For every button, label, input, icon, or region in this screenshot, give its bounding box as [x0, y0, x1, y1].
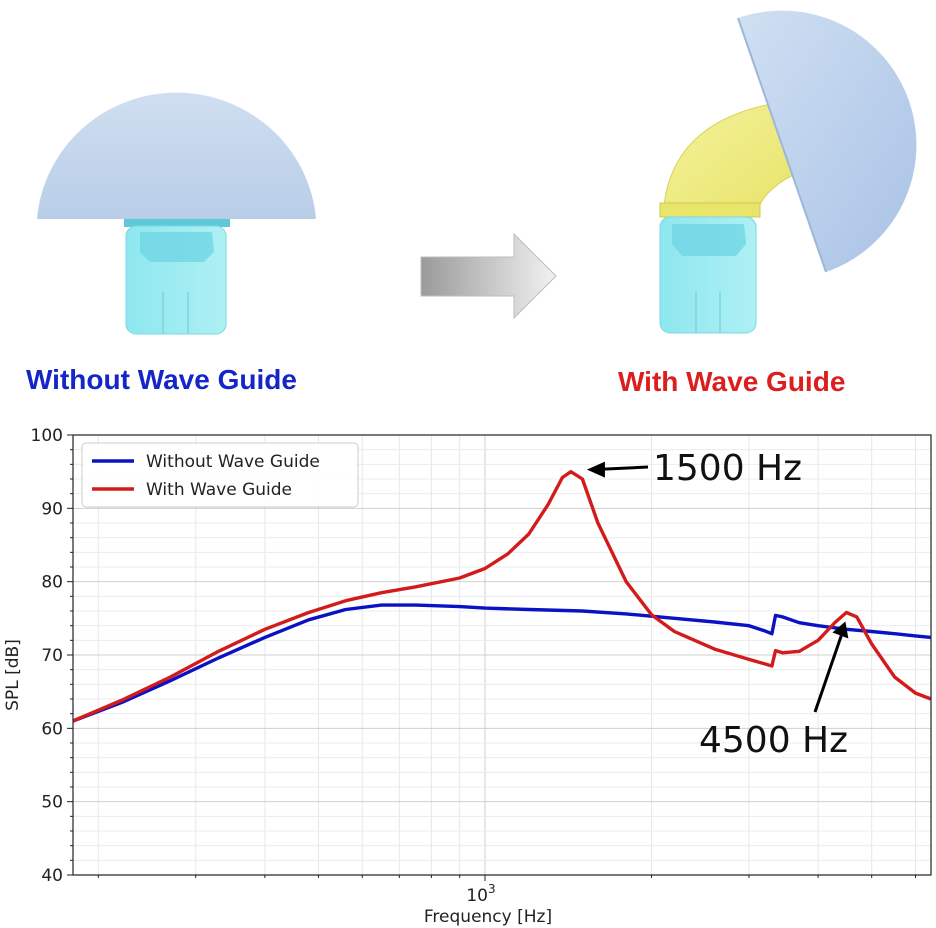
chart-grid	[73, 434, 931, 876]
x-axis-label: Frequency [Hz]	[424, 907, 552, 927]
y-tick-label: 40	[41, 866, 63, 886]
driver-inner	[140, 232, 214, 262]
legend-label: With Wave Guide	[146, 480, 292, 500]
annotation-arrow-line	[813, 631, 844, 713]
dome-face	[737, 17, 827, 273]
tilted-dome-shape	[738, 10, 917, 272]
series-line-without-wave-guide	[72, 603, 932, 723]
chart-annotations: 1500 Hz 4500 Hz	[586, 448, 849, 761]
x-tick-label: 103	[466, 882, 495, 906]
chart-ticks: 40 50 60 70 80 90 100 103	[31, 426, 916, 906]
annotation-arrowhead	[832, 621, 849, 639]
series-line-with-wave-guide	[72, 470, 932, 723]
y-tick-label: 90	[41, 499, 63, 519]
speaker-without-wave-guide	[37, 92, 316, 335]
y-tick-label: 70	[41, 646, 63, 666]
y-tick-label: 80	[41, 573, 63, 593]
spl-chart: Frequency [Hz] SPL [dB] 40 50 60 70 80 90 100 10…	[3, 426, 932, 927]
chart-legend: Without Wave Guide With Wave Guide	[81, 442, 359, 508]
annotation-arrowhead	[586, 461, 605, 478]
legend-label: Without Wave Guide	[146, 452, 320, 472]
chart-series	[72, 470, 932, 723]
y-tick-label: 50	[41, 793, 63, 813]
annotation-label-1500hz: 1500 Hz	[653, 448, 802, 489]
legend-box	[81, 442, 359, 508]
driver-inner	[672, 224, 746, 256]
y-axis-label: SPL [dB]	[3, 639, 23, 711]
caption-with-wave-guide: With Wave Guide	[618, 366, 846, 397]
chart-axes: Frequency [Hz] SPL [dB]	[3, 434, 932, 927]
annotation-label-4500hz: 4500 Hz	[699, 720, 848, 761]
wave-guide-ring	[659, 202, 761, 218]
y-tick-label: 100	[31, 426, 63, 446]
speaker-illustration	[37, 10, 917, 335]
driver-top	[124, 219, 230, 227]
caption-without-wave-guide: Without Wave Guide	[26, 364, 297, 395]
speaker-with-wave-guide	[659, 10, 917, 334]
dome-shape	[37, 92, 316, 219]
y-tick-label: 60	[41, 719, 63, 739]
right-arrow-icon	[420, 232, 557, 320]
